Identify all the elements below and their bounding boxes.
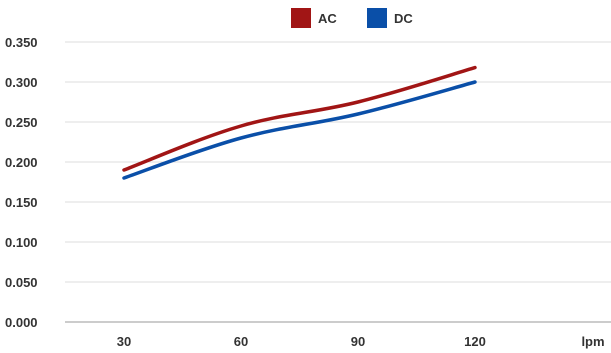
legend-label-ac: AC [318, 11, 337, 26]
grid [65, 41, 611, 323]
y-tick-label: 0.150 [5, 195, 38, 210]
x-tick-label: 120 [464, 334, 486, 349]
y-tick-label: 0.050 [5, 275, 38, 290]
y-axis-ticks: 0.000 0.050 0.100 0.150 0.200 0.250 0.300 0.350 [5, 35, 38, 330]
y-tick-label: 0.350 [5, 35, 38, 50]
x-axis-ticks: 30 60 90 120 [117, 334, 486, 349]
legend: AC DC [291, 8, 413, 28]
legend-swatch-dc [367, 8, 387, 28]
y-tick-label: 0.200 [5, 155, 38, 170]
series-line-ac [122, 65, 477, 172]
legend-swatch-ac [291, 8, 311, 28]
legend-label-dc: DC [394, 11, 413, 26]
x-tick-label: 60 [234, 334, 248, 349]
x-tick-label: 90 [351, 334, 365, 349]
y-tick-label: 0.000 [5, 315, 38, 330]
series-lines [122, 65, 477, 180]
x-axis-unit-label: lpm [581, 334, 604, 349]
y-tick-label: 0.300 [5, 75, 38, 90]
series-line-dc [122, 80, 477, 180]
x-tick-label: 30 [117, 334, 131, 349]
y-tick-label: 0.100 [5, 235, 38, 250]
y-tick-label: 0.250 [5, 115, 38, 130]
